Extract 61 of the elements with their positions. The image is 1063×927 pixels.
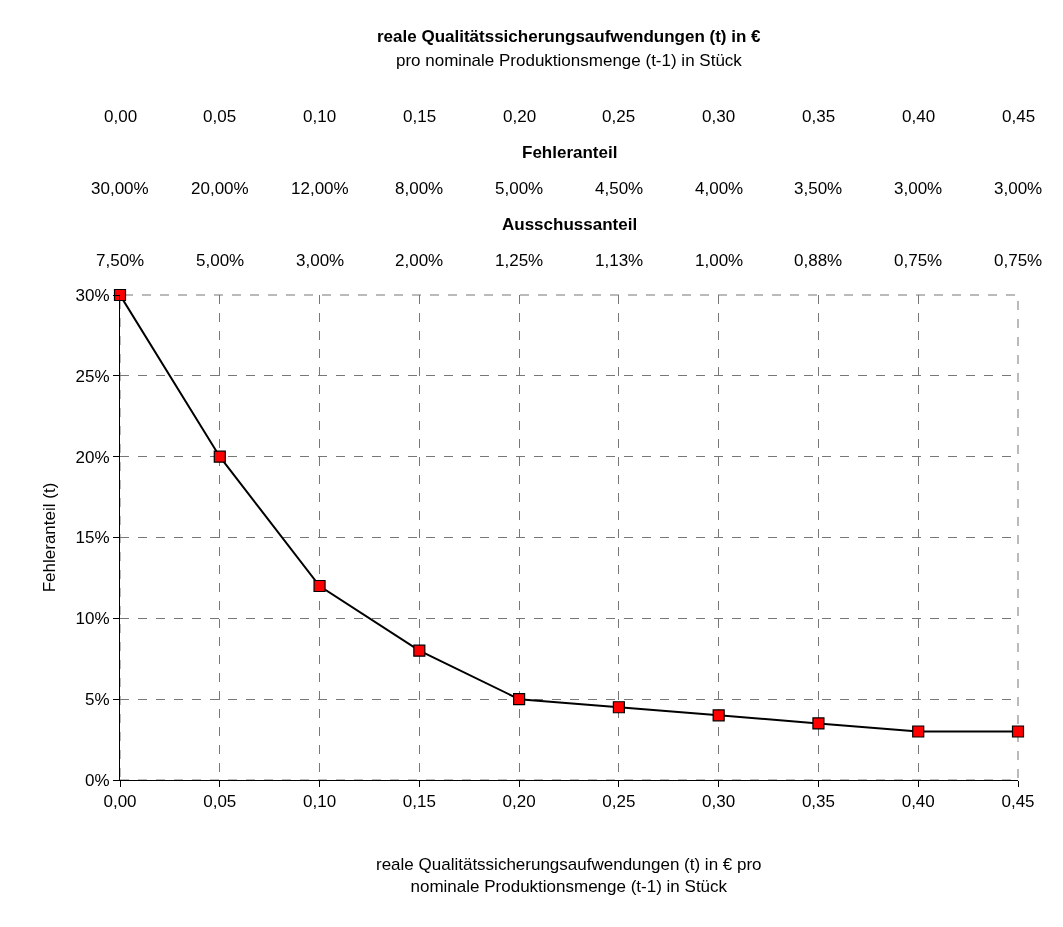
text: 0,35 (802, 107, 836, 126)
x-tick-label: 0,00 (103, 792, 137, 812)
text: 0,88% (794, 251, 843, 270)
y-tick-label: 0% (85, 770, 110, 790)
text: 0,20 (503, 107, 537, 126)
x-tick-label: 0,15 (402, 792, 436, 812)
text: 0,10 (303, 107, 337, 126)
text: 4,00% (695, 179, 744, 198)
point (1011, 725, 1025, 738)
text: 0,00 (104, 107, 138, 126)
y-axis-title: Fehleranteil (t) (40, 482, 60, 593)
y-tick-label: 15% (75, 528, 110, 548)
x-tick-label: 0,20 (502, 792, 536, 812)
text: 0,30 (702, 107, 736, 126)
text: 0,75% (994, 251, 1043, 270)
text: 0,40 (902, 107, 936, 126)
point (513, 693, 526, 706)
text: 3,50% (794, 179, 843, 198)
y-tick-label: 20% (75, 447, 110, 467)
x-tick-label: 0,30 (702, 792, 736, 812)
text: Fehleranteil (522, 143, 618, 162)
point (413, 644, 426, 657)
y-tick-label: 25% (75, 366, 110, 386)
text: 5,00% (196, 251, 245, 270)
text: 0,25 (602, 107, 636, 126)
text: 2,00% (395, 251, 444, 270)
point (712, 709, 725, 722)
x-tick-label: 0,10 (303, 792, 337, 812)
text: 8,00% (395, 179, 444, 198)
text: 1,00% (695, 251, 744, 270)
text: 3,00% (994, 179, 1043, 198)
text: 12,00% (291, 179, 349, 198)
x-tick-label: 0,35 (801, 792, 835, 812)
text: 20,00% (191, 179, 249, 198)
text: 3,00% (296, 251, 345, 270)
text: 0,75% (894, 251, 943, 270)
text: 5,00% (495, 179, 544, 198)
text: 1,13% (595, 251, 644, 270)
text: 1,25% (495, 251, 544, 270)
point (612, 701, 625, 714)
text: 0,15 (403, 107, 437, 126)
text: 0,05 (203, 107, 237, 126)
point (313, 579, 326, 593)
x-tick-label: 0,45 (1001, 792, 1035, 812)
text: 7,50% (96, 251, 145, 270)
text: 0,45 (1002, 107, 1036, 126)
y-tick-label: 30% (75, 285, 110, 305)
x-tick-label: 0,05 (203, 792, 237, 812)
text: Ausschussanteil (502, 215, 638, 234)
chart-title: reale Qualitätssicherungsaufwendungen (t) in € pro nominale Produktionsmenge (t-1) in Stück (377, 27, 762, 70)
x-tick-label: 0,40 (901, 792, 935, 812)
point (812, 717, 825, 730)
text: 3,00% (894, 179, 943, 198)
x-tick-label: 0,25 (602, 792, 636, 812)
text: 30,00% (91, 179, 149, 198)
point (213, 450, 226, 463)
y-tick-label: 5% (85, 690, 110, 710)
text: 4,50% (595, 179, 644, 198)
y-tick-label: 10% (75, 609, 110, 629)
point (912, 725, 925, 738)
x-axis-title: reale Qualitätssicherungsaufwendungen (t) in € pro nominale Produktionsmenge (t-1) in Stück (376, 855, 762, 897)
